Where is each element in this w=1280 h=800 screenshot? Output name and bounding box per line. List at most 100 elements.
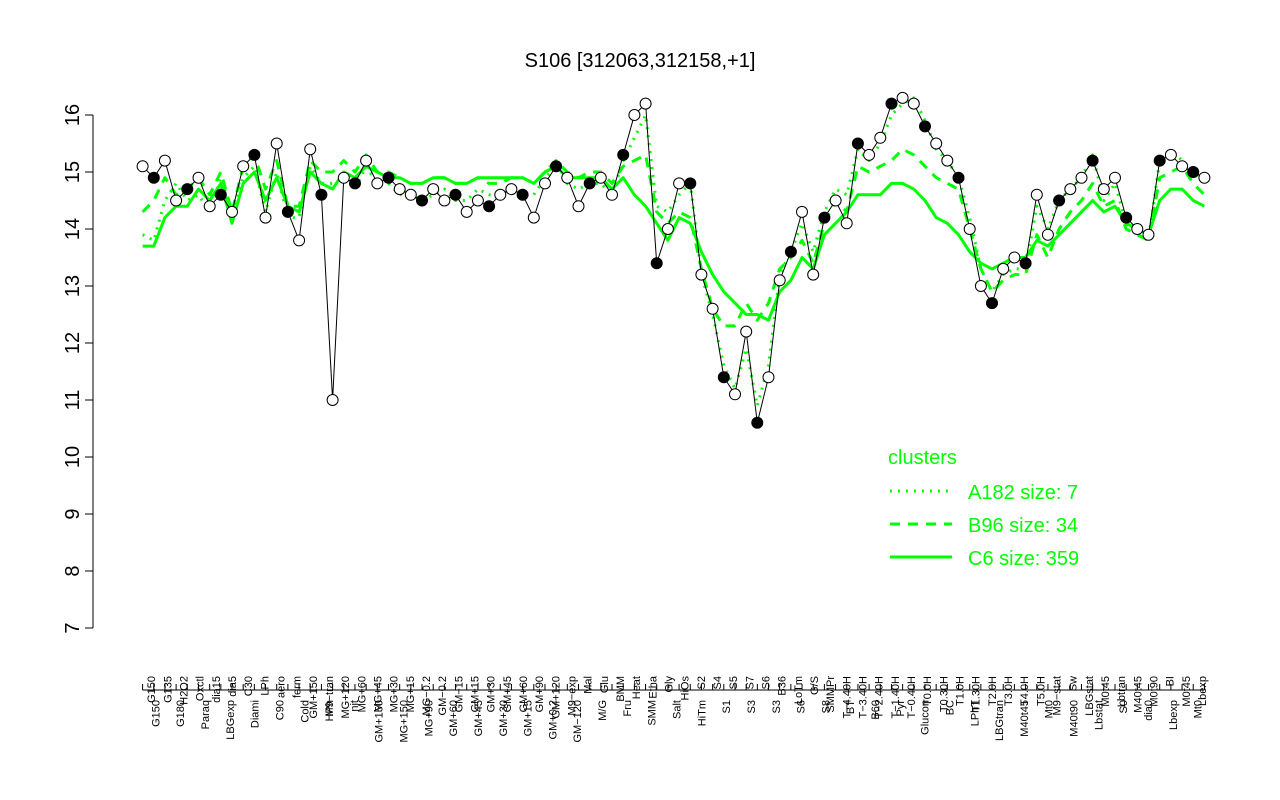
data-point <box>315 188 328 201</box>
data-point <box>281 205 294 218</box>
data-point <box>1176 160 1189 173</box>
x-tick-label-bottom: LBGtran <box>994 700 1006 741</box>
expression-line <box>142 97 1205 423</box>
x-tick-label-top: M0t45 <box>1181 676 1193 707</box>
data-point <box>572 200 585 213</box>
x-tick-label-top: G150 <box>146 676 158 703</box>
x-tick-label-top: T−2.40H <box>874 676 886 719</box>
x-tick-label-top: dia15 <box>211 676 223 703</box>
data-point <box>259 211 272 224</box>
legend-entry-label: A182 size: 7 <box>968 482 1078 504</box>
data-point <box>1019 257 1032 270</box>
x-tick-label-top: M0t45 <box>1100 676 1112 707</box>
data-point <box>147 171 160 184</box>
data-point <box>1041 228 1054 241</box>
data-point <box>326 394 339 406</box>
chart-title: S106 [312063,312158,+1] <box>525 50 756 72</box>
x-tick-label-top: Sw <box>1068 676 1080 691</box>
data-point <box>203 200 216 213</box>
data-point <box>583 177 596 190</box>
x-tick-label-top: MG−0.2 <box>421 676 433 715</box>
expression-line-path <box>142 97 1205 423</box>
data-point <box>438 194 451 207</box>
x-tick-label-bottom: nit <box>349 700 361 712</box>
data-point <box>1198 171 1211 184</box>
data-point <box>349 177 361 190</box>
x-tick-label-top: C30 <box>243 676 255 696</box>
data-point <box>740 325 753 338</box>
data-point <box>170 194 183 207</box>
data-point <box>874 131 887 144</box>
data-point <box>550 160 563 173</box>
x-tick-label-top: GM−15 <box>453 676 465 712</box>
x-tick-label-top: H2O2 <box>178 676 190 705</box>
x-tick-label-bottom: MG+90 <box>423 700 435 736</box>
data-point <box>896 91 909 104</box>
data-point <box>416 194 428 207</box>
x-tick-label-bottom: Paraq <box>200 700 212 729</box>
y-tick-label: 9 <box>62 508 84 519</box>
data-point <box>751 416 764 429</box>
data-point <box>606 188 618 201</box>
x-tick-label-bottom: HPh <box>324 700 336 721</box>
data-point <box>1053 194 1066 207</box>
x-tick-label-bottom: MG+150 <box>399 700 411 743</box>
data-point <box>371 177 384 190</box>
data-point <box>639 97 652 110</box>
data-point <box>494 188 507 201</box>
x-tick-label-bottom: LBGexp <box>225 700 237 740</box>
x-tick-label-top: Glu <box>599 676 611 693</box>
data-point <box>270 137 283 150</box>
data-point <box>907 97 920 110</box>
y-tick-label: 8 <box>62 565 84 576</box>
data-point <box>773 274 786 287</box>
data-point <box>706 302 719 315</box>
x-tick-label-bottom: Diami <box>250 700 262 728</box>
x-tick-label-bottom: Glucon <box>920 700 932 735</box>
x-tick-label-top: aero <box>275 676 287 698</box>
x-tick-label-bottom: S3 <box>746 700 758 713</box>
x-tick-label-top: MG+120 <box>340 676 352 719</box>
data-point <box>505 183 518 196</box>
data-point <box>1131 223 1144 235</box>
x-tick-label-bottom: G150 <box>150 700 162 727</box>
data-point <box>181 183 194 196</box>
x-tick-label-bottom: dia0 <box>1143 700 1155 721</box>
legend-title: clusters <box>888 447 957 469</box>
data-point <box>930 137 943 150</box>
y-tick-label: 7 <box>62 622 84 633</box>
x-tick-label-top: T2.0H <box>987 676 999 706</box>
data-point <box>684 177 697 190</box>
data-point <box>851 137 864 150</box>
data-point <box>304 143 317 156</box>
cluster-lines <box>141 96 1206 408</box>
x-tick-label-top: T1.30H <box>971 676 983 712</box>
y-tick-label: 15 <box>62 161 84 183</box>
data-point <box>248 148 261 161</box>
data-point <box>337 171 350 184</box>
data-point <box>1187 166 1200 178</box>
x-tick-label-top: M9−tran <box>324 676 336 717</box>
data-point <box>527 211 540 224</box>
data-point <box>885 97 898 110</box>
y-tick-label: 12 <box>62 332 84 354</box>
x-tick-label-top: LPh <box>259 676 271 696</box>
data-point <box>594 171 607 184</box>
data-point <box>807 268 820 281</box>
data-point <box>840 217 853 230</box>
data-point <box>483 200 496 213</box>
x-tick-label-top: Heat <box>631 676 643 699</box>
data-points <box>136 91 1211 429</box>
x-tick-label-top: T0.0H <box>922 676 934 706</box>
data-point <box>784 245 797 258</box>
data-point <box>673 177 686 190</box>
data-point <box>192 171 205 184</box>
x-tick-label-bottom: Pyr <box>895 700 907 717</box>
data-point <box>136 160 149 173</box>
x-tick-label-top: MG+30 <box>389 676 401 712</box>
x-tick-label-bottom: B60 <box>870 700 882 720</box>
data-point <box>1164 148 1177 161</box>
data-point <box>1097 183 1110 196</box>
data-point <box>997 262 1010 275</box>
data-point <box>650 257 663 270</box>
